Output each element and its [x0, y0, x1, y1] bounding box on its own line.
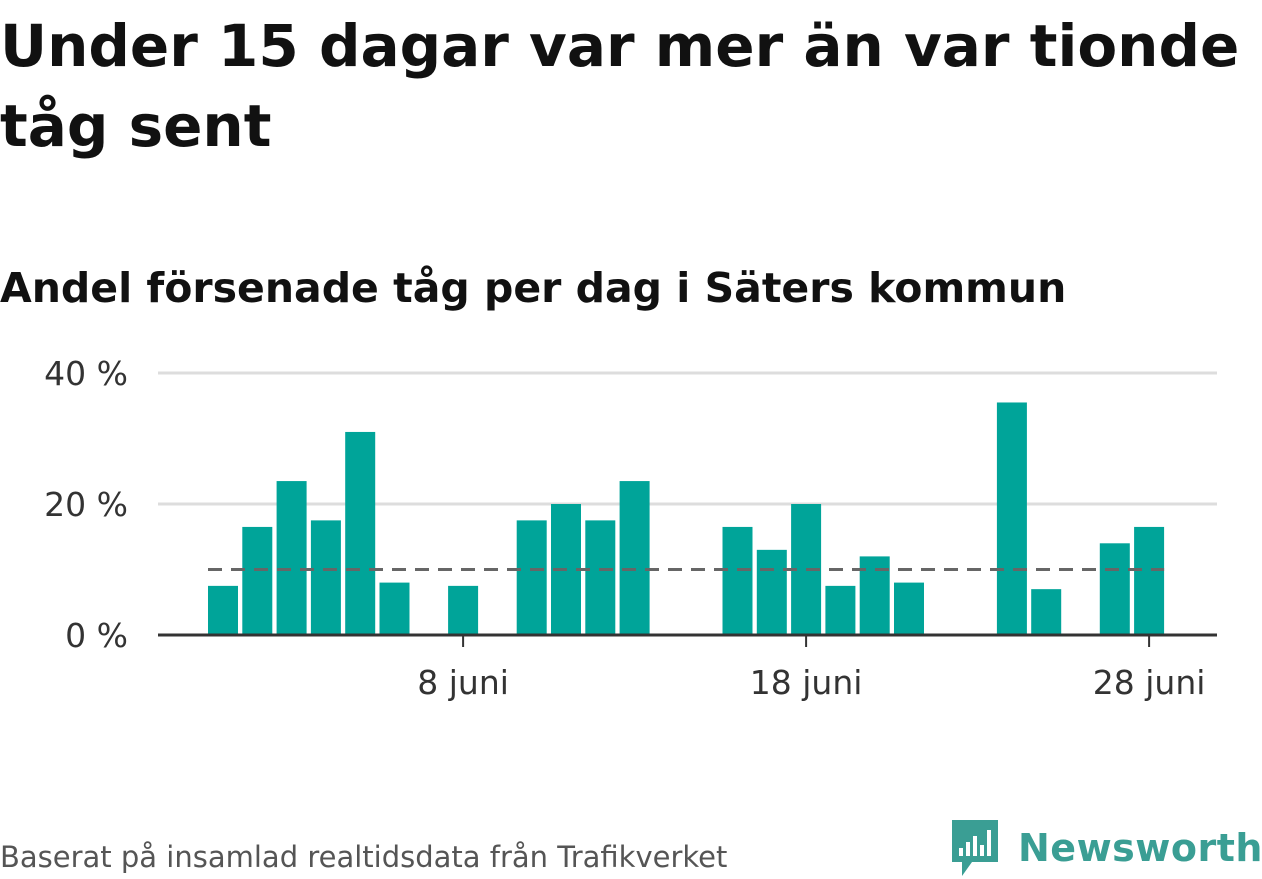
source-note: Baserat på insamlad realtidsdata från Tr… [0, 840, 728, 874]
chart-subtitle: Andel försenade tåg per dag i Säters kom… [0, 264, 1067, 312]
bar [996, 402, 1027, 635]
bar-chart: 0 % 20 % 40 % 8 juni 18 juni 28 juni [44, 354, 1217, 702]
bar [345, 431, 376, 635]
chart-title: Under 15 dagar var mer än var tionde tåg… [0, 12, 1240, 160]
bar [894, 582, 924, 635]
bar [379, 582, 410, 635]
bar [756, 549, 787, 635]
newsworthy-logo: Newsworthy [950, 818, 1262, 878]
y-tick-label: 20 % [44, 485, 128, 524]
x-tick-label: 28 juni [1093, 663, 1206, 702]
bar [585, 520, 616, 635]
bar [242, 526, 273, 635]
bar [619, 481, 650, 635]
x-tick-label: 8 juni [417, 663, 509, 702]
x-tick-label: 18 juni [750, 663, 863, 702]
brand-name: Newsworthy [1018, 826, 1262, 870]
bar [722, 526, 753, 635]
bar [276, 481, 307, 635]
bar [1031, 589, 1062, 635]
bar [448, 585, 479, 635]
bar [1134, 526, 1165, 635]
bar [825, 585, 856, 635]
bar [208, 585, 238, 635]
y-tick-label: 40 % [44, 354, 128, 393]
y-tick-label: 0 % [65, 616, 128, 655]
bar [310, 520, 341, 635]
newsworthy-logo-icon [952, 820, 998, 876]
bar [1099, 543, 1130, 635]
bar [516, 520, 547, 635]
